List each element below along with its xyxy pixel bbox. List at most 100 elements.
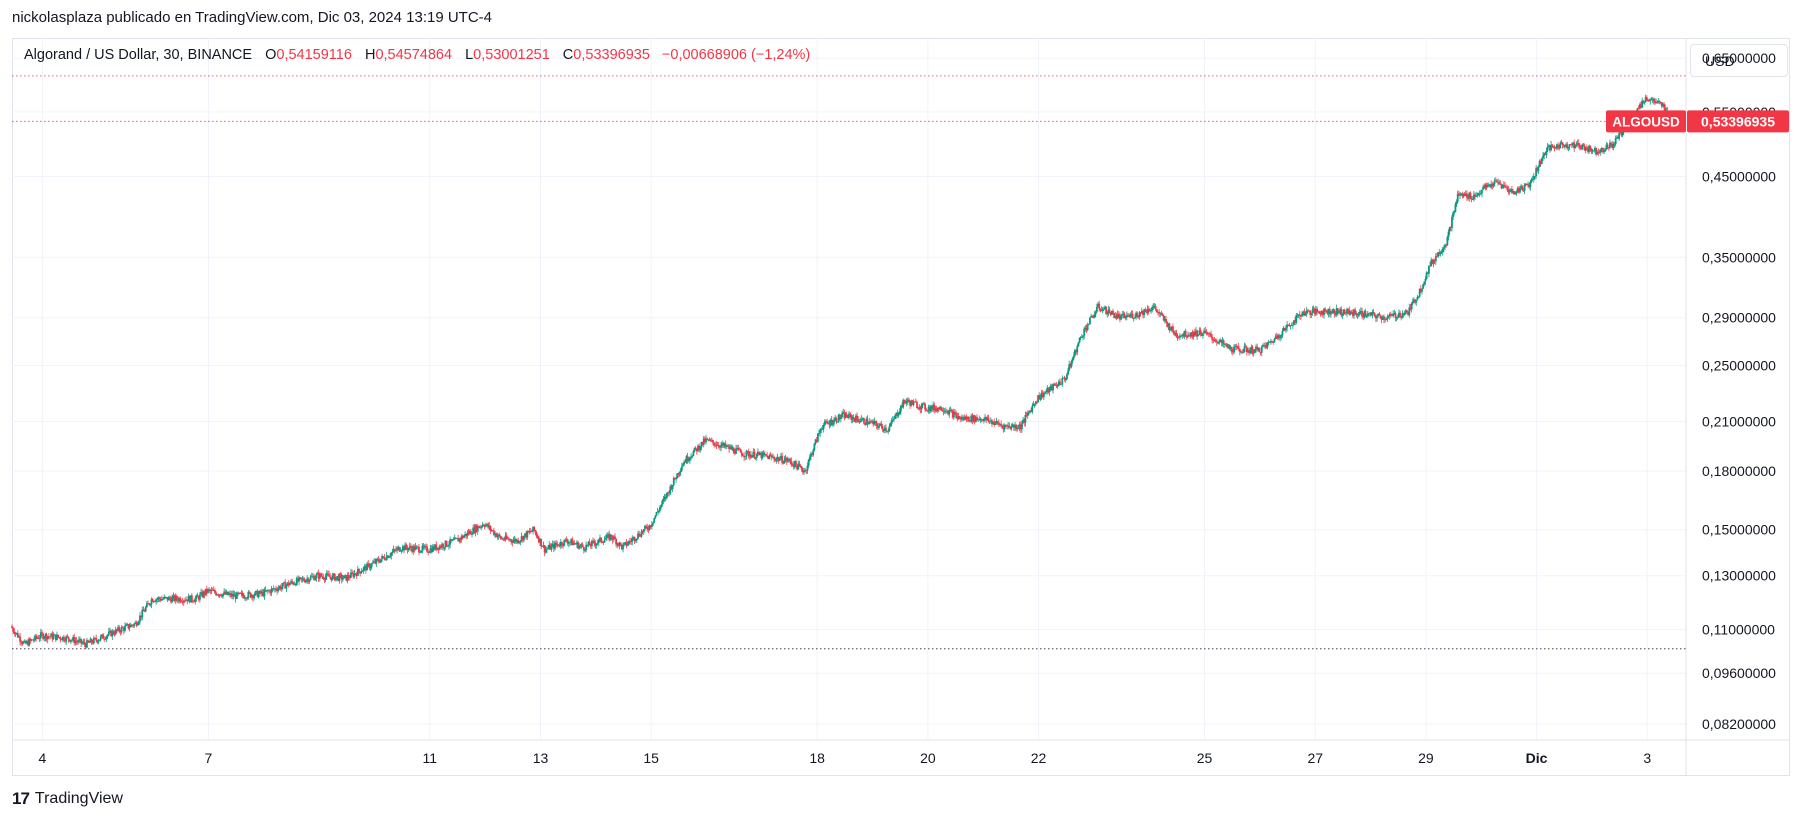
candle-body [1069,364,1072,367]
candle-body [614,536,616,540]
candle-body [891,419,894,421]
last-price-tag-label: 0,53396935 [1701,113,1775,129]
candle-body [348,577,351,579]
candle-body [735,448,737,454]
candle-body [501,538,503,540]
candle-body [1248,350,1250,353]
candle-body [1321,311,1324,315]
legend-symbol[interactable]: Algorand / US Dollar, 30, BINANCE [24,47,253,63]
candle-body [645,526,647,528]
legend-low-label: L [465,47,474,63]
candle-body [441,544,443,548]
candle-body [1297,314,1300,316]
candle-body [717,444,720,447]
candle-body [1520,185,1523,188]
candle-body [494,533,496,535]
candle-body [301,578,304,580]
tradingview-logo[interactable]: 17 TradingView [12,789,123,809]
candle-body [1355,312,1358,316]
candle-body [650,524,653,527]
candle-body [563,539,566,546]
candle-body [175,595,178,600]
candle-body [1021,423,1023,430]
candle-body [561,542,563,546]
candle-body [74,640,77,643]
candle-body [465,533,468,537]
candle-body [1614,137,1617,144]
candle-body [332,573,335,576]
candle-body [737,447,740,450]
candle-body [722,443,725,446]
candle-body [172,595,175,598]
candle-body [16,632,19,638]
candle-body [11,626,13,629]
candle-body [401,546,404,551]
candle-body [1151,307,1154,311]
candle-body [1316,308,1318,312]
candle-body [785,457,788,462]
candle-body [1147,308,1150,312]
candle-body [1483,186,1486,189]
candle-body [445,540,448,547]
candle-body [45,634,48,640]
candle-body [507,538,510,540]
currency-button[interactable]: USD [1690,44,1788,77]
candle-body [72,637,75,640]
candle-body [320,573,322,577]
candle-body [607,534,609,535]
candle-body [1325,310,1328,312]
legend-high-value: 0,54574864 [375,47,453,63]
candle-body [1190,332,1193,336]
candle-body [41,632,43,634]
candle-body [1265,345,1268,348]
candle-body [1184,330,1187,337]
candle-body [714,444,717,446]
candle-body [1441,248,1444,252]
candle-body [1417,296,1420,298]
candle-body [1422,284,1425,289]
candle-body [391,551,394,553]
candle-body [1411,301,1414,304]
candle-body [1489,184,1491,188]
candle-body [917,408,920,409]
candle-body [784,457,787,460]
candle-body [1423,281,1426,285]
candle-body [1384,319,1386,321]
candle-body [449,539,451,545]
candle-body [609,534,612,540]
candle-body [111,631,114,637]
candle-body [1001,425,1004,427]
candle-body [1603,151,1606,152]
candle-body [94,637,96,639]
candle-body [38,637,41,639]
candle-body [467,532,470,534]
candle-body [1655,102,1657,104]
candle-body [642,529,645,533]
candle-body [1106,313,1109,315]
candle-body [519,540,522,542]
candle-body [790,461,793,465]
candle-body [855,415,857,422]
y-tick-label: 0,13000000 [1702,568,1776,584]
candle-body [1611,143,1614,148]
candle-body [946,411,948,413]
candle-body [336,576,339,578]
candle-body [359,571,362,574]
candle-body [1032,404,1035,407]
candle-body [339,574,342,576]
candle-body [502,538,505,540]
candle-body [57,634,60,638]
candle-body [498,534,501,537]
candle-body [1568,144,1571,147]
candle-body [314,578,317,581]
candle-body [1555,144,1558,149]
candle-body [12,628,15,632]
candle-body [53,634,56,636]
candle-body [1372,312,1375,314]
candle-body [1045,391,1048,393]
candle-body [982,418,985,422]
candle-body [1056,385,1059,387]
candle-body [1566,144,1569,149]
candle-body [871,421,873,422]
